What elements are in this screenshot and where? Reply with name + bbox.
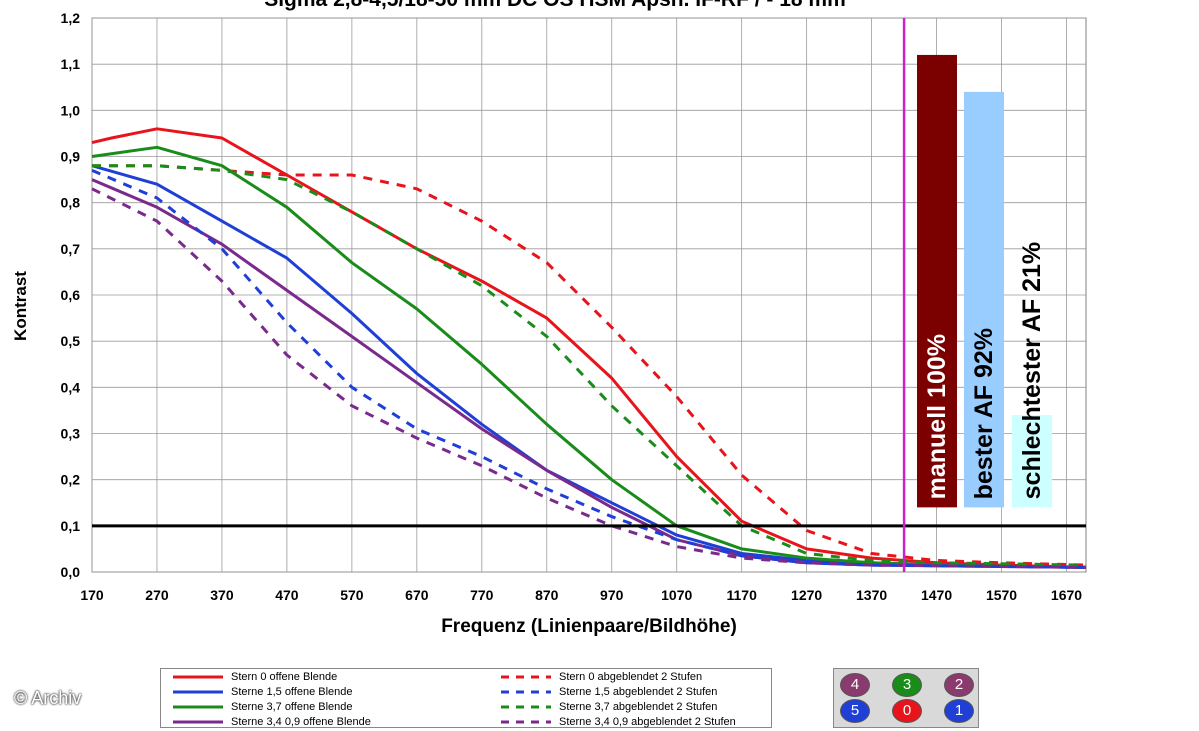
x-tick-label: 1370 (856, 587, 887, 603)
y-axis-ticks: 0,0 0,1 0,2 0,3 0,4 0,5 0,6 0,7 0,8 0,9 1,0 1,1 1,2 (61, 10, 81, 580)
legend-swatch (173, 690, 223, 694)
y-tick-label: 0,8 (61, 195, 81, 211)
copyright-text: © Archiv (14, 688, 82, 708)
x-tick-label: 870 (535, 587, 559, 603)
y-tick-label: 0,9 (61, 149, 81, 165)
legend-swatch (501, 690, 551, 694)
series-line (91, 145, 1087, 569)
legend-label: Sterne 3,4 0,9 offene Blende (231, 716, 371, 728)
legend-label: Sterne 3,7 offene Blende (231, 701, 353, 713)
chart-title: Sigma 2,8-4,5/18-50 mm DC OS HSM Apsh. I… (264, 0, 846, 11)
legend: Stern 0 offene Blende Sterne 1,5 offene B… (160, 668, 772, 728)
reference-lines (92, 18, 1086, 572)
x-tick-label: 1470 (921, 587, 952, 603)
x-tick-label: 570 (340, 587, 364, 603)
position-marker: 0 (892, 699, 922, 723)
af-bar (1012, 415, 1052, 508)
x-tick-label: 170 (80, 587, 104, 603)
y-tick-label: 0,0 (61, 564, 81, 580)
x-tick-label: 770 (470, 587, 494, 603)
y-tick-label: 0,5 (61, 333, 81, 349)
af-bar (964, 91, 1004, 508)
position-marker: 5 (840, 699, 870, 723)
legend-swatch (501, 720, 551, 724)
af-bar-label: manuell 100% (923, 334, 951, 499)
legend-label: Sterne 1,5 abgeblendet 2 Stufen (559, 686, 718, 698)
legend-swatch (501, 675, 551, 679)
legend-label: Sterne 3,4 0,9 abgeblendet 2 Stufen (559, 716, 736, 728)
x-tick-label: 1070 (661, 587, 692, 603)
x-tick-label: 1670 (1051, 587, 1082, 603)
x-axis-label: Frequenz (Linienpaare/Bildhöhe) (441, 616, 737, 637)
position-marker: 2 (944, 673, 974, 697)
legend-label: Sterne 3,7 abgeblendet 2 Stufen (559, 701, 718, 713)
legend-label: Stern 0 offene Blende (231, 671, 338, 683)
y-tick-label: 0,4 (61, 379, 81, 395)
series-line (91, 187, 1087, 569)
legend-label: Sterne 1,5 offene Blende (231, 686, 353, 698)
legend-swatch (173, 720, 223, 724)
af-bar-label: schlechtester AF 21% (1018, 242, 1046, 500)
y-axis-label: Kontrast (11, 271, 30, 341)
legend-swatch (501, 705, 551, 709)
y-tick-label: 0,1 (61, 518, 81, 534)
y-tick-label: 1,1 (61, 56, 81, 72)
position-marker: 4 (840, 673, 870, 697)
y-tick-label: 0,6 (61, 287, 81, 303)
legend-swatch (173, 705, 223, 709)
legend-label: Stern 0 abgeblendet 2 Stufen (559, 671, 703, 683)
y-tick-label: 1,0 (61, 102, 81, 118)
position-marker: 3 (892, 673, 922, 697)
x-tick-label: 1270 (791, 587, 822, 603)
x-axis-ticks: 170 270 370 470 570 670 770 870 970 1070 1170 1270 1… (80, 587, 1082, 603)
y-tick-label: 0,3 (61, 426, 81, 442)
af-bars: manuell 100% bester AF 92% schlechtester A… (917, 54, 1052, 508)
series-line (92, 164, 1087, 567)
legend-swatch (173, 675, 223, 679)
x-tick-label: 970 (600, 587, 624, 603)
af-bar-label: bester AF 92% (970, 328, 998, 499)
x-tick-label: 470 (275, 587, 299, 603)
y-tick-label: 0,7 (61, 241, 81, 257)
position-marker: 1 (944, 699, 974, 723)
x-tick-label: 370 (210, 587, 234, 603)
x-tick-label: 1170 (726, 587, 757, 603)
series-layer (91, 127, 1087, 569)
series-line (91, 127, 1087, 569)
y-tick-label: 0,2 (61, 472, 81, 488)
y-tick-label: 1,2 (61, 10, 81, 26)
af-bar (917, 54, 957, 508)
x-tick-label: 270 (145, 587, 169, 603)
x-tick-label: 1570 (986, 587, 1017, 603)
x-tick-label: 670 (405, 587, 429, 603)
